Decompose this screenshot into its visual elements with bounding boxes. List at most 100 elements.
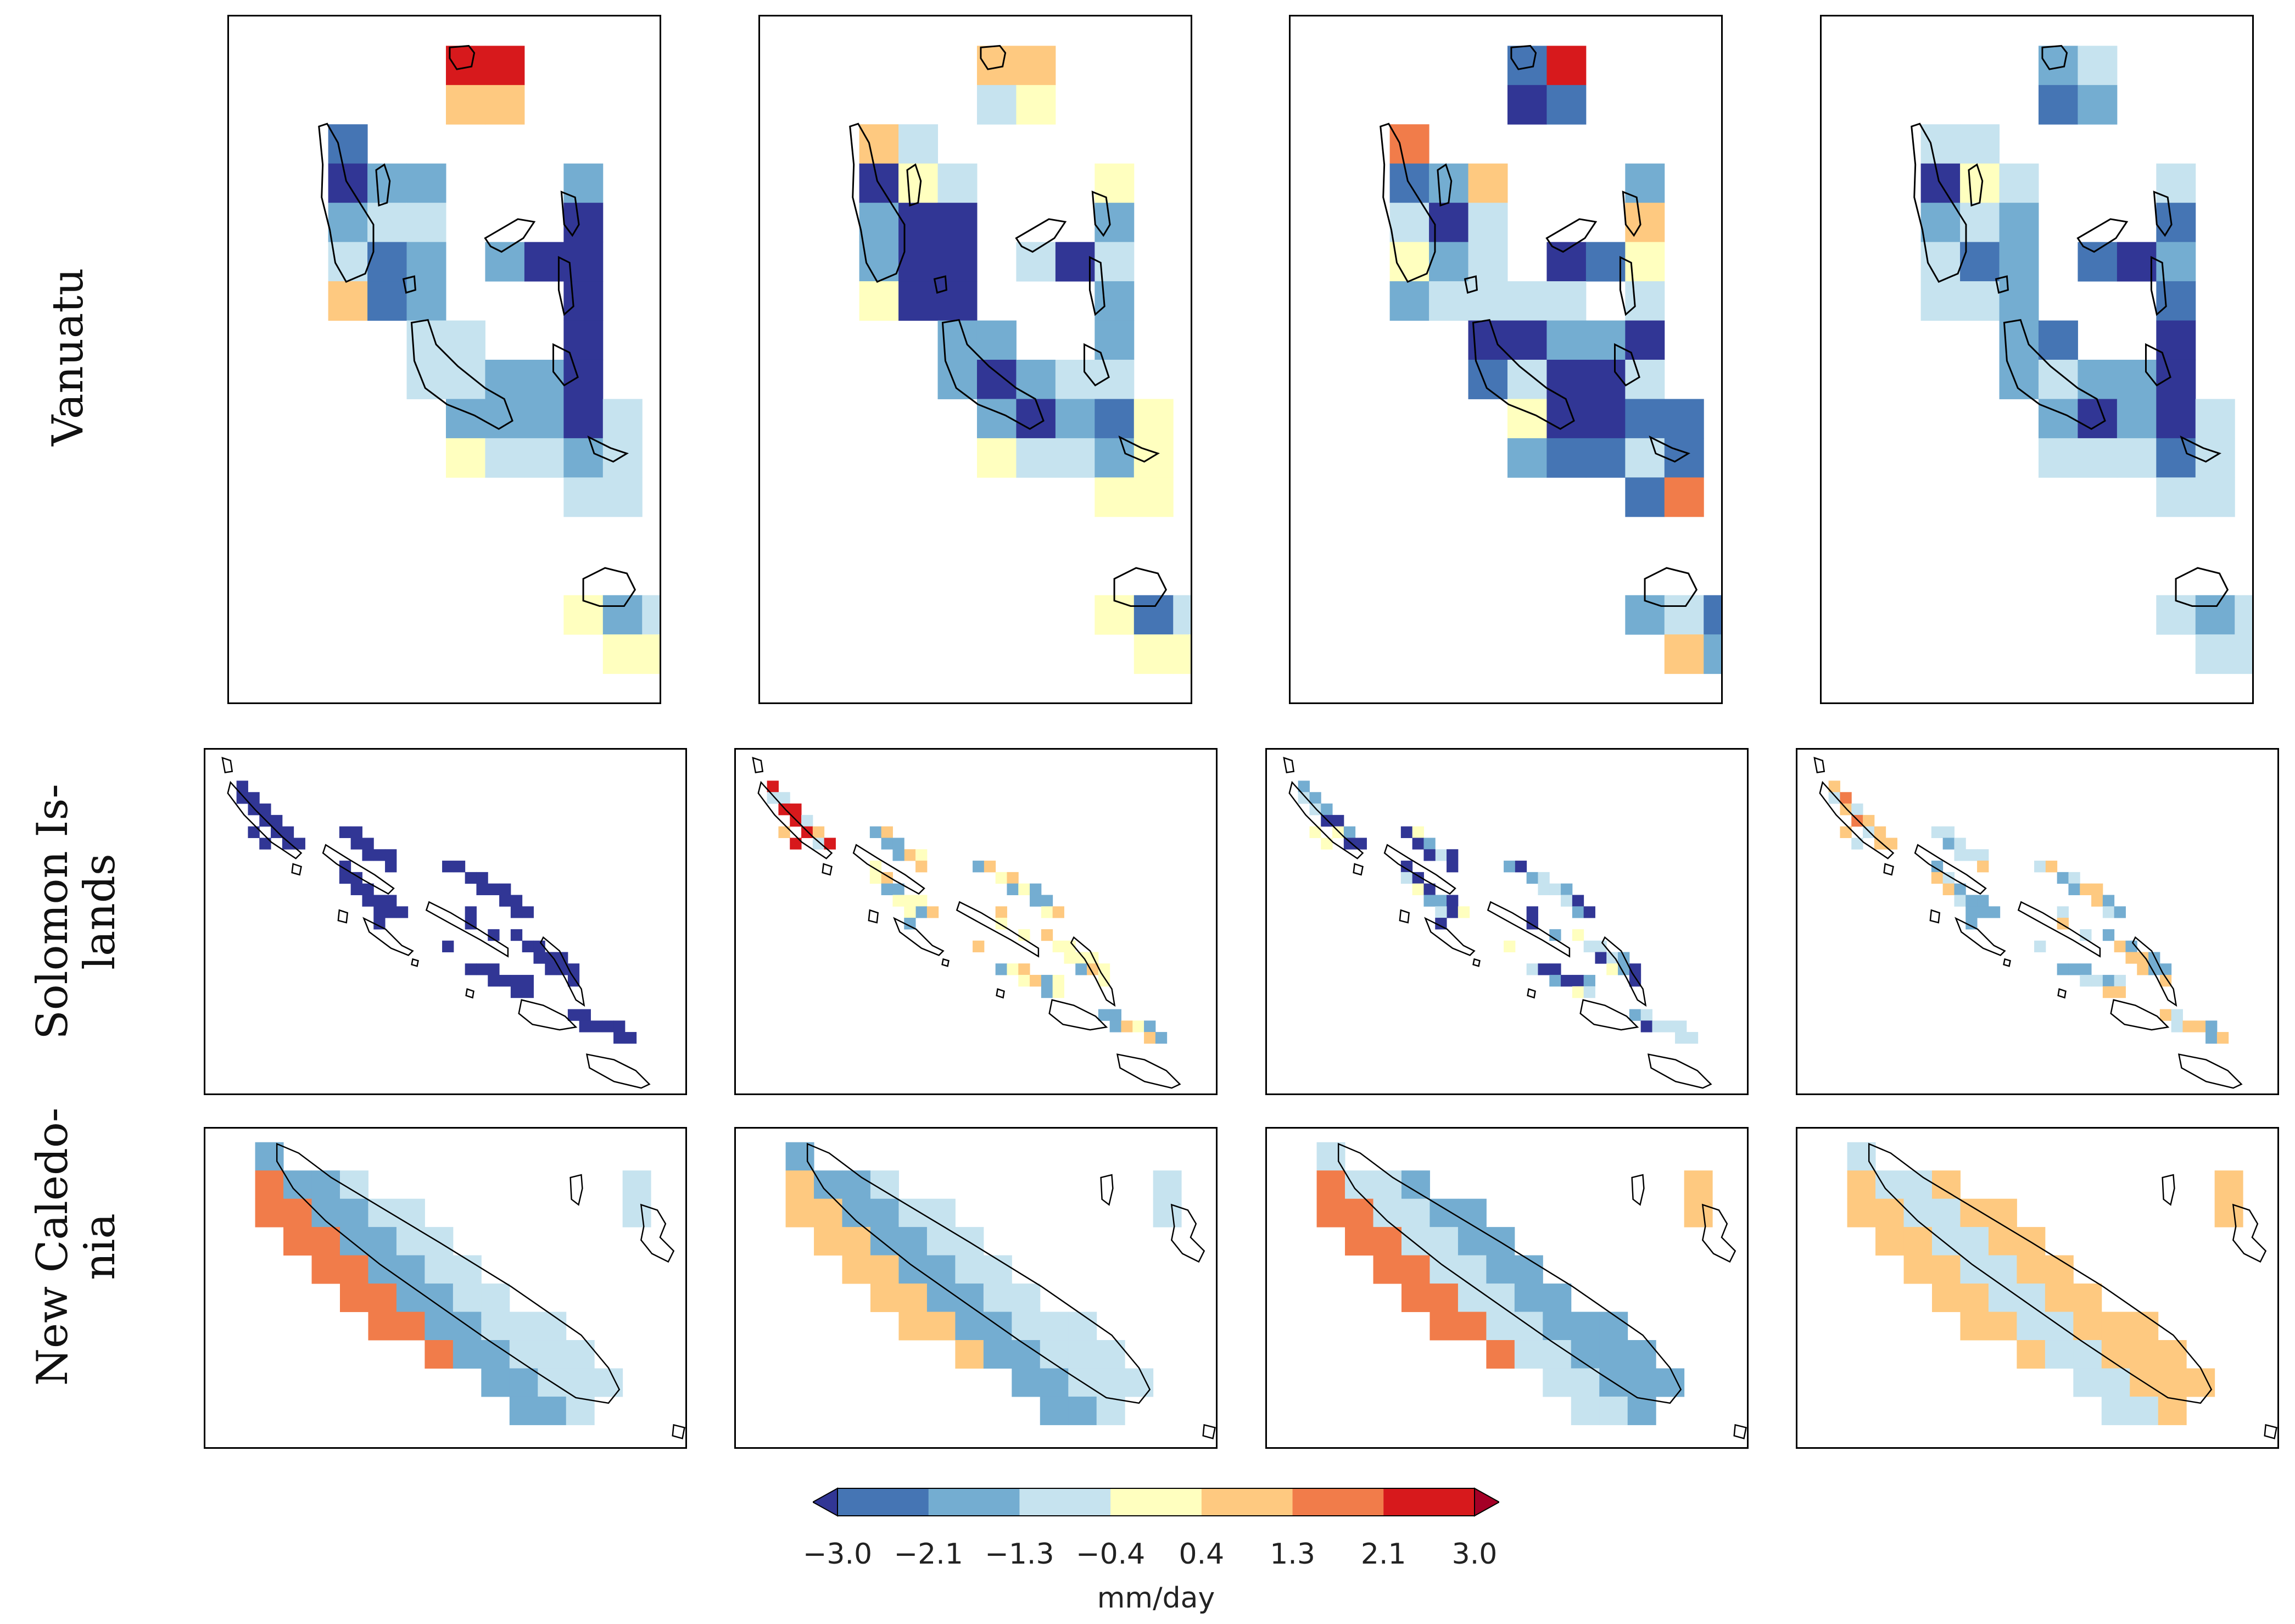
grid-cell [442, 861, 454, 873]
grid-cell [2078, 242, 2118, 282]
grid-cell [1052, 906, 1064, 918]
grid-cell [1412, 838, 1424, 850]
grid-cell [1863, 814, 1875, 827]
grid-cell [642, 634, 660, 674]
coastline [2150, 256, 2167, 316]
grid-cell [2101, 1312, 2130, 1341]
grid-cell [1988, 1198, 2017, 1227]
grid-cell [898, 1255, 928, 1284]
grid-cell [1055, 399, 1095, 439]
colorbar [813, 1487, 1499, 1517]
grid-cell [937, 242, 978, 282]
grid-cell [1585, 359, 1626, 399]
grid-cell [1098, 975, 1110, 987]
row-label-caledonia: New Caledo- nia [22, 1108, 132, 1386]
grid-cell [396, 1312, 425, 1341]
grid-cell [842, 1170, 871, 1199]
grid-cell [1684, 1198, 1713, 1227]
grid-cell [2101, 1368, 2130, 1397]
grid-cell [2156, 163, 2196, 203]
row-label-line: New Caledo- [28, 1107, 78, 1386]
panel-solomon-4 [1796, 748, 2279, 1095]
grid-cell [2102, 895, 2115, 907]
coastline [1911, 122, 1967, 283]
grid-cell [1507, 320, 1547, 360]
grid-cell [1447, 849, 1459, 861]
colorbar-segment [1019, 1488, 1111, 1516]
grid-cell [1012, 1368, 1041, 1397]
grid-cell [1664, 634, 1704, 674]
grid-cell [2057, 963, 2069, 975]
grid-cell [2057, 906, 2069, 918]
grid-cell [406, 203, 446, 243]
grid-cell [445, 85, 485, 125]
grid-cell [1429, 281, 1469, 321]
grid-cell [1401, 1198, 1430, 1227]
colorbar-segment [1292, 1488, 1384, 1516]
grid-cell [481, 1312, 510, 1341]
grid-cell [2130, 1312, 2159, 1341]
grid-cell [1016, 438, 1056, 478]
grid-cell [510, 906, 523, 918]
grid-cell [898, 1283, 928, 1313]
grid-cell [1903, 1255, 1933, 1284]
grid-cell [2091, 975, 2103, 987]
grid-cell [1075, 952, 1087, 964]
grid-cell [522, 975, 534, 987]
grid-cell [563, 242, 604, 282]
grid-cell [2159, 1009, 2172, 1021]
grid-cell [524, 359, 564, 399]
grid-cell [859, 124, 899, 164]
grid-cell [2156, 438, 2196, 478]
grid-cell [283, 1227, 312, 1256]
grid-cell [1595, 940, 1607, 952]
grid-cell [622, 1198, 651, 1227]
grid-cell [1920, 203, 1961, 243]
grid-cell [2158, 1368, 2187, 1397]
grid-cell [1298, 780, 1310, 793]
grid-cell [1988, 1283, 2017, 1313]
row-label-line: Solomon Is- [28, 784, 78, 1040]
grid-cell [2195, 438, 2235, 478]
coastline [1048, 999, 1108, 1031]
grid-cell [1999, 163, 2039, 203]
grid-cell [2017, 1227, 2046, 1256]
coastline [906, 163, 922, 207]
grid-cell [385, 861, 397, 873]
grid-cell [1572, 929, 1584, 941]
grid-cell [2114, 975, 2126, 987]
panel-caledonia-4 [1796, 1127, 2279, 1449]
grid-cell [624, 1032, 637, 1044]
grid-cell [538, 1396, 567, 1425]
grid-cell [362, 883, 374, 895]
grid-cell [1018, 883, 1030, 895]
coastline [893, 917, 945, 956]
grid-cell [1016, 85, 1056, 125]
grid-cell [1133, 634, 1174, 674]
grid-cell [255, 1170, 284, 1199]
colorbar-tick-label: 3.0 [1451, 1538, 1498, 1571]
grid-cell [1851, 838, 1863, 850]
grid-cell [926, 1198, 956, 1227]
colorbar-segment [837, 1488, 929, 1516]
grid-cell [2114, 906, 2126, 918]
grid-cell [955, 1312, 984, 1341]
grid-cell [870, 1255, 899, 1284]
coastline [1914, 844, 1987, 895]
colorbar-tick-label: −3.0 [802, 1538, 873, 1571]
grid-cell [1988, 1227, 2017, 1256]
grid-cell [1096, 1396, 1125, 1425]
grid-cell [488, 975, 500, 987]
colorbar-segment [1201, 1488, 1293, 1516]
grid-cell [984, 861, 996, 873]
grid-cell [556, 963, 568, 975]
coastline [1733, 1424, 1747, 1439]
grid-cell [311, 1227, 340, 1256]
grid-cell [1016, 359, 1056, 399]
coastline [465, 988, 474, 999]
grid-cell [1468, 163, 1508, 203]
grid-cell [2156, 399, 2196, 439]
map-svg [221, 757, 651, 1089]
grid-cell [1960, 124, 2000, 164]
grid-cell [1030, 895, 1042, 907]
